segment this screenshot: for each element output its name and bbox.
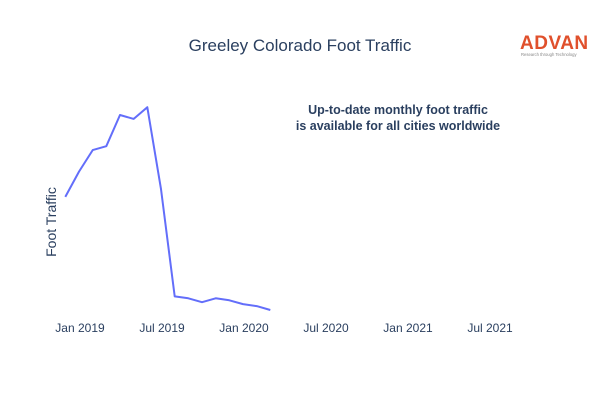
x-tick-label: Jan 2019 — [55, 321, 105, 335]
x-tick-label: Jan 2020 — [219, 321, 269, 335]
x-tick-label: Jul 2021 — [467, 321, 513, 335]
series-line — [64, 106, 271, 311]
advan-logo: ADVAN Research through Technology — [520, 33, 589, 57]
annotation-line-2: is available for all cities worldwide — [296, 119, 500, 133]
y-axis-title: Foot Traffic — [43, 187, 59, 257]
x-tick-label: Jul 2019 — [139, 321, 185, 335]
chart-title: Greeley Colorado Foot Traffic — [189, 36, 412, 55]
logo-name: ADVAN — [520, 33, 589, 54]
x-tick-label: Jan 2021 — [383, 321, 433, 335]
x-axis-ticks: Jan 2019 Jul 2019 Jan 2020 Jul 2020 Jan 2021… — [55, 321, 513, 335]
x-tick-label: Jul 2020 — [303, 321, 349, 335]
logo-tagline: Research through Technology — [521, 52, 577, 57]
annotation-line-1: Up-to-date monthly foot traffic — [308, 103, 488, 117]
series-layer — [64, 106, 271, 311]
